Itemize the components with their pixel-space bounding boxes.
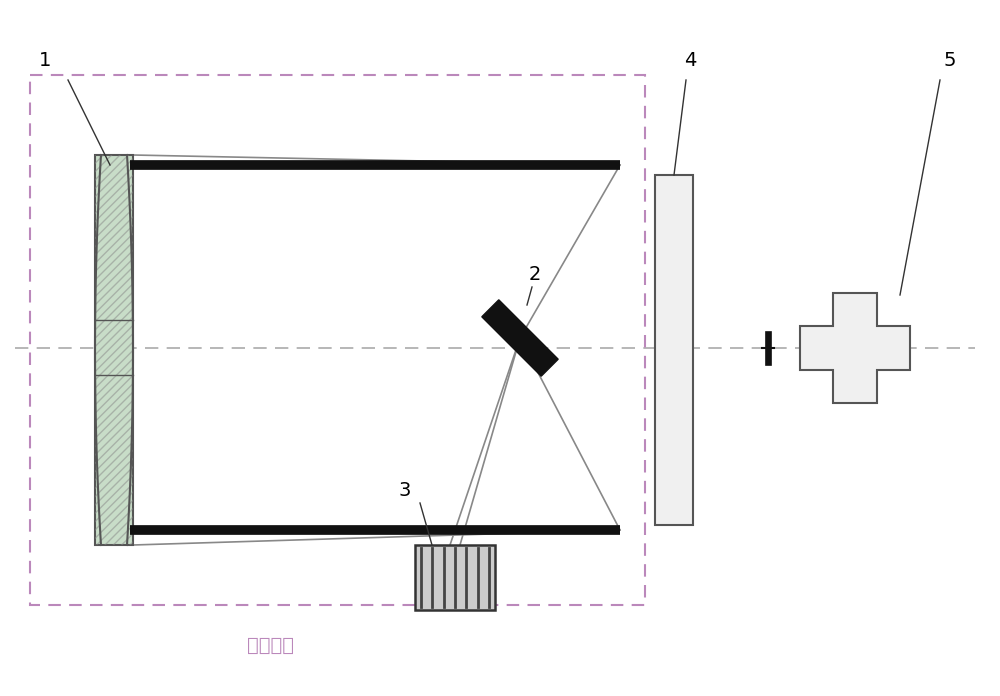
Polygon shape <box>482 300 558 376</box>
Bar <box>95 155 133 545</box>
Bar <box>655 175 693 525</box>
Text: 3: 3 <box>399 480 411 500</box>
Text: 2: 2 <box>529 265 541 285</box>
Text: 1: 1 <box>39 51 51 70</box>
Text: 4: 4 <box>684 51 696 70</box>
Bar <box>415 545 495 610</box>
Text: 5: 5 <box>944 51 956 70</box>
Bar <box>95 155 133 545</box>
Bar <box>30 75 645 605</box>
Polygon shape <box>800 293 910 403</box>
Text: 平行光管: 平行光管 <box>246 635 294 654</box>
